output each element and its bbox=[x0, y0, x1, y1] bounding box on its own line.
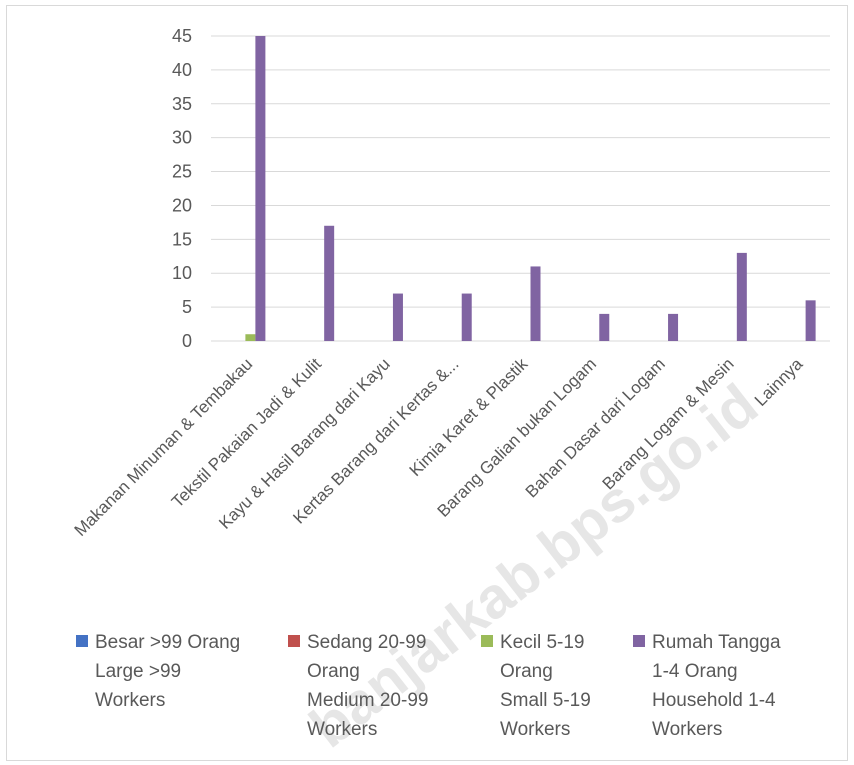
legend-label: Kecil 5-19 bbox=[500, 632, 585, 653]
bar bbox=[392, 293, 403, 341]
bar bbox=[461, 293, 472, 341]
legend-label: Workers bbox=[307, 719, 377, 740]
legend-label: Household 1-4 bbox=[652, 690, 776, 711]
bar bbox=[255, 36, 266, 341]
bar bbox=[805, 300, 816, 341]
bar bbox=[599, 313, 610, 341]
bar bbox=[245, 334, 256, 341]
legend-label: Orang bbox=[307, 661, 360, 682]
bar bbox=[736, 252, 747, 341]
gridlines bbox=[211, 35, 830, 342]
legend-swatch bbox=[76, 635, 88, 647]
y-tick-label: 20 bbox=[172, 195, 192, 215]
y-axis-ticks: 0 5 10 15 20 25 30 35 40 45 bbox=[172, 26, 192, 351]
legend-label: Rumah Tangga bbox=[652, 632, 781, 653]
bars bbox=[245, 36, 816, 341]
y-tick-label: 10 bbox=[172, 263, 192, 283]
y-tick-label: 15 bbox=[172, 229, 192, 249]
legend-swatch bbox=[481, 635, 493, 647]
x-tick-label: Lainnya bbox=[751, 354, 807, 410]
bar bbox=[668, 313, 679, 341]
legend-label: Sedang 20-99 bbox=[307, 632, 426, 653]
legend-label: Small 5-19 bbox=[500, 690, 591, 711]
legend-label: Large >99 bbox=[95, 661, 181, 682]
y-tick-label: 25 bbox=[172, 162, 192, 182]
y-tick-label: 45 bbox=[172, 26, 192, 46]
legend: Besar >99 Orang Large >99 Workers Sedang 20… bbox=[76, 632, 781, 740]
legend-label: Orang bbox=[500, 661, 553, 682]
chart-frame bbox=[6, 5, 848, 761]
y-tick-label: 35 bbox=[172, 94, 192, 114]
legend-label: Medium 20-99 bbox=[307, 690, 428, 711]
legend-label: 1-4 Orang bbox=[652, 661, 738, 682]
legend-label: Besar >99 Orang bbox=[95, 632, 240, 653]
y-tick-label: 0 bbox=[182, 331, 192, 351]
legend-swatch bbox=[633, 635, 645, 647]
bar bbox=[324, 225, 335, 341]
legend-label: Workers bbox=[652, 719, 722, 740]
y-tick-label: 30 bbox=[172, 128, 192, 148]
legend-label: Workers bbox=[95, 690, 165, 711]
y-tick-label: 40 bbox=[172, 60, 192, 80]
y-tick-label: 5 bbox=[182, 297, 192, 317]
bar bbox=[530, 266, 541, 341]
legend-swatch bbox=[288, 635, 300, 647]
legend-label: Workers bbox=[500, 719, 570, 740]
x-tick-label: Kimia Karet & Plastik bbox=[406, 354, 532, 480]
